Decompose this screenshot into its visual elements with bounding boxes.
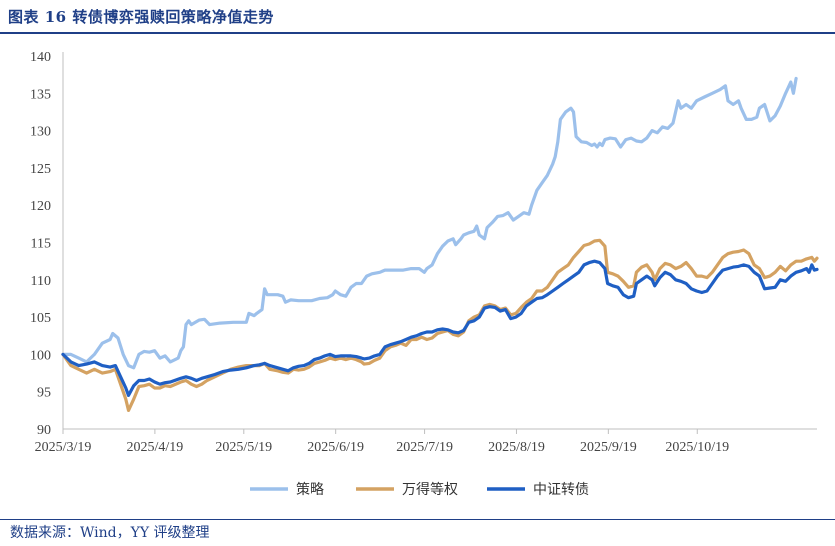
series-line-1 [61, 76, 798, 370]
legend-label: 万得等权 [402, 481, 458, 498]
series-layer [61, 76, 819, 412]
legend: 策略 万得等权 中证转债 [250, 481, 589, 498]
y-tick-label: 140 [30, 50, 51, 65]
x-axis: 2025/3/19 2025/4/19 2025/5/19 2025/6/19 2025… [35, 428, 817, 455]
y-tick-label: 90 [37, 423, 51, 438]
chart-title: 图表 16 转债博弈强赎回策略净值走势 [8, 8, 274, 26]
y-tick-label: 100 [30, 348, 51, 363]
x-tick-label: 2025/3/19 [35, 440, 92, 455]
y-axis: 90 95 100 105 110 115 120 125 130 135 140 [30, 50, 64, 438]
series-line-2 [61, 238, 819, 412]
y-tick-label: 115 [31, 237, 51, 252]
source-note: 数据来源：Wind，YY 评级整理 [10, 525, 210, 541]
legend-label: 策略 [296, 481, 324, 498]
series-line-3 [61, 259, 819, 397]
x-tick-label: 2025/4/19 [126, 440, 183, 455]
x-tick-label: 2025/6/19 [307, 440, 364, 455]
x-tick-label: 2025/8/19 [488, 440, 545, 455]
x-tick-label: 2025/7/19 [396, 440, 453, 455]
line-chart: 90 95 100 105 110 115 120 125 130 135 140 2025/3/1… [30, 50, 819, 498]
source-rule [0, 519, 835, 520]
y-tick-label: 130 [30, 125, 51, 140]
y-tick-label: 135 [30, 87, 51, 102]
y-tick-label: 110 [31, 274, 51, 289]
x-tick-label: 2025/10/19 [665, 440, 729, 455]
x-tick-label: 2025/5/19 [215, 440, 272, 455]
x-tick-label: 2025/9/19 [580, 440, 637, 455]
y-tick-label: 120 [30, 199, 51, 214]
y-tick-label: 105 [30, 311, 51, 326]
title-rule [0, 32, 835, 34]
y-tick-label: 125 [30, 162, 51, 177]
y-tick-label: 95 [37, 386, 51, 401]
legend-label: 中证转债 [533, 482, 589, 498]
